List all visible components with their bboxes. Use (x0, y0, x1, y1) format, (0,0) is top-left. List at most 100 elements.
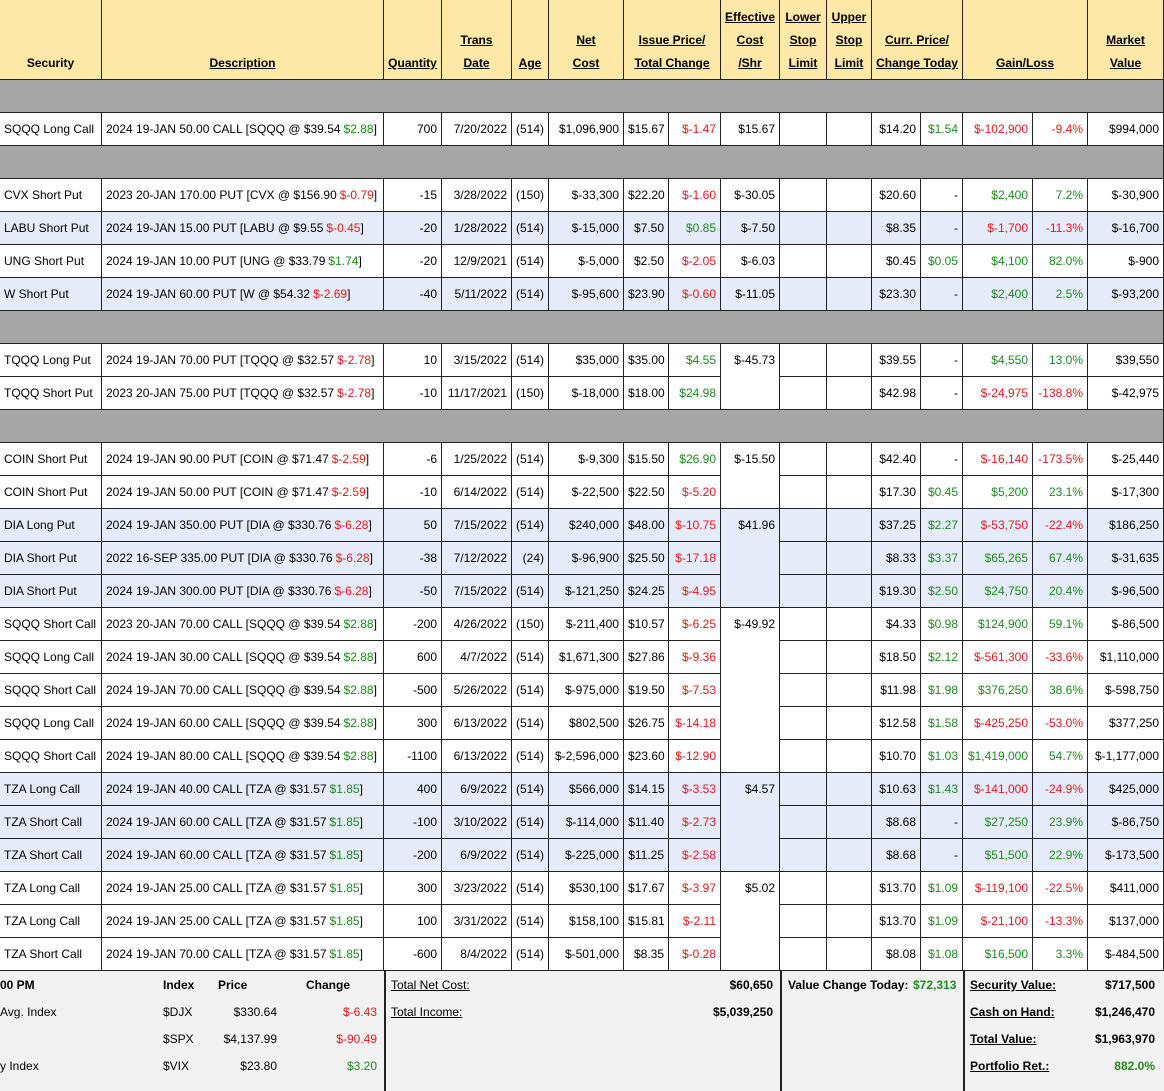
cell: $27,250 (963, 806, 1033, 839)
bracket: ] (373, 188, 378, 202)
underlying-change: $2.88 (343, 716, 374, 730)
cell: $-1,700 (963, 212, 1033, 245)
cell: $-900 (1088, 245, 1164, 278)
cell: (514) (512, 245, 549, 278)
cell: 2.5% (1033, 278, 1088, 311)
header-label: Limit (788, 56, 818, 70)
effective-cost: $-45.73 (721, 344, 780, 410)
group-separator (0, 311, 1164, 344)
bracket: ] (373, 617, 377, 631)
empty-cell (780, 179, 827, 212)
cell: $22.20 (624, 179, 669, 212)
empty-cell (827, 938, 872, 971)
cell: $65,265 (963, 542, 1033, 575)
description: 2024 19-JAN 40.00 CALL [TZA @ $31.57 (106, 782, 327, 796)
cell: $13.70 (872, 905, 921, 938)
cell: $1.09 (921, 905, 963, 938)
group-separator (0, 146, 1164, 179)
underlying-change: $2.88 (343, 122, 374, 136)
cell: SQQQ Long Call (0, 707, 102, 740)
cell: $18.00 (624, 377, 669, 410)
index-change: $3.20 (346, 1059, 377, 1073)
description: 2024 19-JAN 80.00 CALL [SQQQ @ $39.54 (106, 749, 341, 763)
footer-divider (780, 971, 782, 1091)
cell: 3/10/2022 (442, 806, 512, 839)
cell: $0.45 (921, 476, 963, 509)
description-cell: 2024 19-JAN 10.00 PUT [UNG @ $33.79 $1.74… (102, 245, 384, 278)
index-symbol: $VIX (163, 1059, 190, 1073)
cell: (514) (512, 872, 549, 905)
header-label: Curr. Price/ (884, 33, 950, 47)
effective-cost: $-11.05 (721, 278, 780, 311)
cell: (514) (512, 806, 549, 839)
header-cell: Trans Date (442, 0, 512, 80)
cell: $-17.18 (669, 542, 721, 575)
cell: $2,400 (963, 278, 1033, 311)
cell: $0.98 (921, 608, 963, 641)
cell: $42.40 (872, 443, 921, 476)
effective-cost: $15.67 (721, 113, 780, 146)
cell: (514) (512, 443, 549, 476)
cell: 7/12/2022 (442, 542, 512, 575)
cell: $-141,000 (963, 773, 1033, 806)
cell: $-173,500 (1088, 839, 1164, 872)
cell: $376,250 (963, 674, 1033, 707)
cell: $137,000 (1088, 905, 1164, 938)
cell: (514) (512, 707, 549, 740)
cell: $-5.20 (669, 476, 721, 509)
cell: 5/11/2022 (442, 278, 512, 311)
time: 00 PM (0, 978, 35, 992)
header-label: Limit (834, 56, 864, 70)
cell: $39,550 (1088, 344, 1164, 377)
bracket: ] (371, 386, 375, 400)
description-cell: 2023 20-JAN 170.00 PUT [CVX @ $156.90 $-0… (102, 179, 384, 212)
cell: 3/23/2022 (442, 872, 512, 905)
total-value: $5,039,250 (712, 1005, 773, 1019)
cell: (514) (512, 839, 549, 872)
cell: $-17,300 (1088, 476, 1164, 509)
cell: $-561,300 (963, 641, 1033, 674)
cell: $-24,975 (963, 377, 1033, 410)
cell: $1,671,300 (549, 641, 624, 674)
bracket: ] (359, 848, 363, 862)
cell: $0.45 (872, 245, 921, 278)
bracket: ] (365, 452, 370, 466)
empty-cell (780, 674, 827, 707)
total-value: $60,650 (729, 978, 773, 992)
cell: $-225,000 (549, 839, 624, 872)
cell: (514) (512, 278, 549, 311)
cell: $-2.05 (669, 245, 721, 278)
underlying-change: $2.88 (343, 683, 374, 697)
cell: 4/26/2022 (442, 608, 512, 641)
cell: 4/7/2022 (442, 641, 512, 674)
underlying-change: $1.85 (329, 881, 360, 895)
cell: $-9.36 (669, 641, 721, 674)
cell: $3.37 (921, 542, 963, 575)
cell: - (921, 179, 963, 212)
empty-cell (780, 113, 827, 146)
index-price: $330.64 (233, 1005, 277, 1019)
description: 2022 16-SEP 335.00 PUT [DIA @ $330.76 (106, 551, 333, 565)
summary-value: $1,246,470 (1094, 1005, 1155, 1019)
cell: TZA Long Call (0, 905, 102, 938)
cell: $4.33 (872, 608, 921, 641)
description-cell: 2024 19-JAN 40.00 CALL [TZA @ $31.57 $1.8… (102, 773, 384, 806)
cell: $-10.75 (669, 509, 721, 542)
underlying-change: $-2.59 (331, 485, 366, 499)
cell: $-96,500 (1088, 575, 1164, 608)
cell: 67.4% (1033, 542, 1088, 575)
cell: $-6.25 (669, 608, 721, 641)
header-cell: Lower Stop Limit (780, 0, 827, 80)
cell: $-9,300 (549, 443, 624, 476)
empty-cell (780, 641, 827, 674)
cell: $1.03 (921, 740, 963, 773)
cell: $1.43 (921, 773, 963, 806)
cell: $11.25 (624, 839, 669, 872)
underlying-change: $-0.45 (326, 221, 361, 235)
header-label: Net (576, 33, 596, 47)
cell: $25.50 (624, 542, 669, 575)
header-label: Gain/Loss (995, 56, 1054, 70)
cell: $8.68 (872, 806, 921, 839)
cell: -22.5% (1033, 872, 1088, 905)
header-label: Date (463, 56, 490, 70)
